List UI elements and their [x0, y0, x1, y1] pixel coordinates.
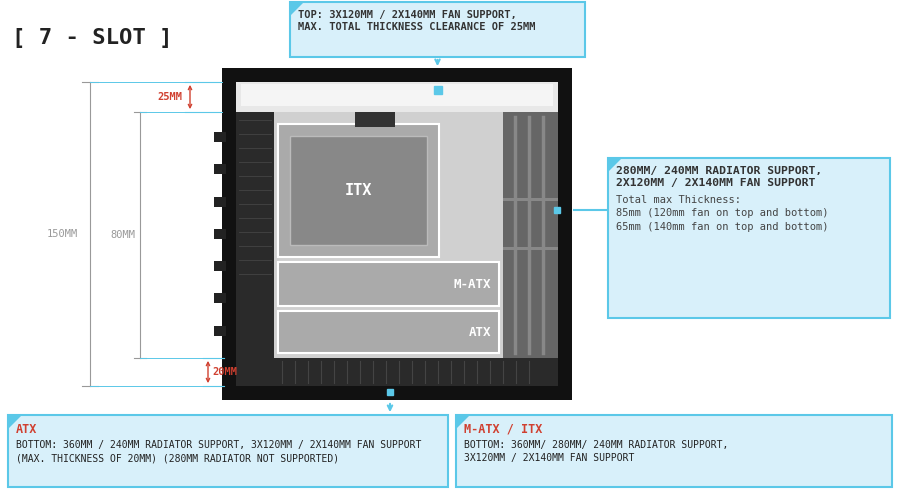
- Text: [ 7 - SLOT ]: [ 7 - SLOT ]: [12, 28, 173, 48]
- Text: TOP: 3X120MM / 2X140MM FAN SUPPORT,
MAX. TOTAL THICKNESS CLEARANCE OF 25MM: TOP: 3X120MM / 2X140MM FAN SUPPORT, MAX.…: [298, 10, 536, 32]
- Bar: [214, 132, 226, 142]
- Bar: [456, 415, 892, 487]
- Text: 20MM: 20MM: [212, 367, 237, 377]
- Text: M-ATX / ITX: M-ATX / ITX: [464, 423, 543, 436]
- Bar: [214, 261, 226, 271]
- Bar: [8, 415, 448, 487]
- Text: ATX: ATX: [16, 423, 38, 436]
- Polygon shape: [608, 158, 622, 172]
- Bar: [503, 198, 558, 201]
- Bar: [236, 112, 274, 386]
- Bar: [214, 326, 226, 336]
- Polygon shape: [456, 415, 470, 429]
- Text: ATX: ATX: [469, 326, 491, 338]
- Bar: [214, 164, 226, 174]
- Text: M-ATX: M-ATX: [454, 277, 491, 290]
- Polygon shape: [8, 415, 22, 429]
- Text: 25MM: 25MM: [157, 92, 182, 102]
- Text: ITX: ITX: [345, 183, 373, 198]
- Bar: [356, 112, 395, 127]
- Bar: [222, 68, 572, 400]
- Bar: [236, 82, 558, 112]
- Bar: [278, 124, 439, 257]
- Bar: [214, 229, 226, 239]
- Text: 150MM: 150MM: [47, 229, 78, 239]
- Text: Total max Thickness:
85mm (120mm fan on top and bottom)
65mm (140mm fan on top a: Total max Thickness: 85mm (120mm fan on …: [616, 195, 829, 232]
- Polygon shape: [290, 2, 304, 16]
- Bar: [290, 2, 585, 57]
- Text: BOTTOM: 360MM/ 280MM/ 240MM RADIATOR SUPPORT,
3X120MM / 2X140MM FAN SUPPORT: BOTTOM: 360MM/ 280MM/ 240MM RADIATOR SUP…: [464, 440, 728, 463]
- Text: 280MM/ 240MM RADIATOR SUPPORT,
2X120MM / 2X140MM FAN SUPPORT: 280MM/ 240MM RADIATOR SUPPORT, 2X120MM /…: [616, 166, 823, 188]
- Text: 80MM: 80MM: [110, 230, 135, 240]
- Bar: [236, 82, 558, 386]
- Bar: [608, 158, 890, 318]
- Bar: [214, 197, 226, 207]
- Bar: [503, 247, 558, 250]
- Text: BOTTOM: 360MM / 240MM RADIATOR SUPPORT, 3X120MM / 2X140MM FAN SUPPORT
(MAX. THIC: BOTTOM: 360MM / 240MM RADIATOR SUPPORT, …: [16, 440, 421, 463]
- Bar: [503, 112, 558, 358]
- Bar: [278, 262, 499, 306]
- Bar: [241, 84, 553, 106]
- Bar: [214, 293, 226, 304]
- Bar: [278, 311, 499, 353]
- Bar: [274, 358, 558, 386]
- Bar: [290, 136, 428, 245]
